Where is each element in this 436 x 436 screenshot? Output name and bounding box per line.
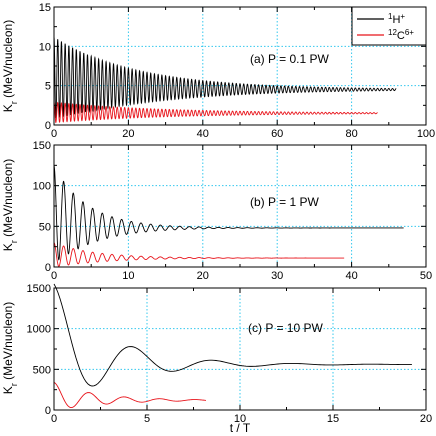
series-line-proton bbox=[53, 283, 412, 387]
x-tick-label: 15 bbox=[327, 413, 339, 425]
x-tick-label: 10 bbox=[234, 413, 246, 425]
x-tick-label: 30 bbox=[271, 270, 283, 282]
x-tick-label: 60 bbox=[271, 128, 283, 140]
panel-label-c: (c) P = 10 PW bbox=[248, 321, 323, 335]
y-tick-label: 10 bbox=[39, 41, 51, 53]
x-tick-label: 0 bbox=[51, 128, 57, 140]
legend-label: 1H+ bbox=[388, 12, 405, 27]
series-line-carbon bbox=[53, 101, 378, 124]
y-axis-label-c: Kr (MeV/nucleon) bbox=[1, 302, 19, 394]
series-line-proton bbox=[53, 165, 404, 261]
y-tick-label: 5 bbox=[45, 81, 51, 93]
panel-label-b: (b) P = 1 PW bbox=[250, 195, 319, 209]
x-tick-label: 20 bbox=[420, 413, 432, 425]
y-tick-label: 500 bbox=[33, 364, 51, 376]
series-line-carbon bbox=[53, 381, 207, 408]
y-tick-label: 1000 bbox=[27, 324, 51, 336]
x-tick-label: 20 bbox=[122, 128, 134, 140]
x-tick-label: 50 bbox=[420, 270, 432, 282]
x-tick-label: 40 bbox=[345, 270, 357, 282]
x-tick-label: 100 bbox=[417, 128, 435, 140]
y-tick-label: 0 bbox=[45, 120, 51, 132]
y-tick-label: 0 bbox=[45, 405, 51, 417]
panel-c: 0 5 10 15 20 0 500 1000 1500 (c) P = 10 PW bbox=[27, 283, 433, 425]
x-tick-label: 5 bbox=[144, 413, 150, 425]
x-axis-label: t / T bbox=[230, 421, 251, 435]
legend-box bbox=[351, 6, 427, 46]
y-tick-label: 150 bbox=[33, 140, 51, 152]
x-tick-label: 40 bbox=[197, 128, 209, 140]
panel-a: 0 20 40 60 80 100 0 5 10 15 (a) P = 0.1 PW bbox=[39, 2, 435, 140]
x-tick-label: 0 bbox=[51, 270, 57, 282]
y-tick-label: 50 bbox=[39, 221, 51, 233]
plot-frame bbox=[53, 144, 427, 268]
y-tick-label: 15 bbox=[39, 2, 51, 14]
y-tick-label: 100 bbox=[33, 181, 51, 193]
x-tick-label: 0 bbox=[51, 413, 57, 425]
legend-label: 12C6+ bbox=[388, 28, 414, 43]
x-tick-label: 80 bbox=[345, 128, 357, 140]
panel-label-a: (a) P = 0.1 PW bbox=[250, 52, 329, 66]
series-line-carbon bbox=[53, 242, 345, 267]
x-tick-label: 20 bbox=[197, 270, 209, 282]
x-tick-label: 10 bbox=[122, 270, 134, 282]
y-tick-label: 0 bbox=[45, 262, 51, 274]
legend: 1H+12C6+ bbox=[351, 6, 427, 46]
y-axis-label-a: Kr (MeV/nucleon) bbox=[1, 20, 19, 112]
y-axis-label-b: Kr (MeV/nucleon) bbox=[1, 159, 19, 251]
series-line-proton bbox=[53, 36, 397, 119]
panel-b: 0 10 20 30 40 50 0 50 100 150 (b) P = 1 PW bbox=[33, 140, 432, 282]
y-tick-label: 1500 bbox=[27, 283, 51, 295]
